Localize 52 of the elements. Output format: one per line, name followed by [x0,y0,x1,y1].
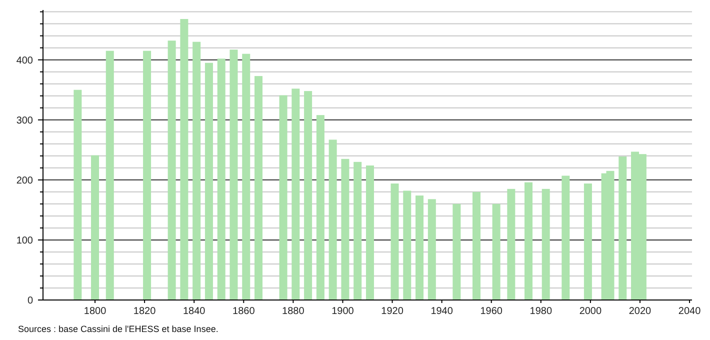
x-tick-label: 1820 [133,306,156,317]
bar [279,95,288,300]
bar [204,62,213,300]
y-tick-label: 100 [16,235,34,246]
bar [472,192,480,300]
bar [542,188,550,300]
bar [328,140,337,300]
bar [292,88,300,300]
x-tick-label: 1980 [530,306,552,317]
bar [254,76,263,300]
x-tick-label: 1960 [480,306,503,317]
bar [354,162,362,300]
y-tick-label: 200 [16,175,34,186]
y-tick-label: 300 [16,115,34,126]
bar [242,54,250,300]
bar [91,155,100,300]
bar [428,199,436,300]
x-tick-label: 2040 [678,306,702,317]
x-tick-label: 1840 [182,306,206,317]
bar [143,50,152,300]
bar [217,58,226,300]
x-tick-label: 1900 [332,306,354,317]
bar [230,50,238,300]
x-tick-label: 2000 [579,306,602,317]
y-tick-label: 0 [27,296,34,306]
bar [492,204,500,300]
bar [192,42,201,300]
bar [304,91,312,300]
bar [618,156,627,300]
bar [507,188,516,300]
bar [524,182,533,300]
y-tick-label: 400 [16,55,34,66]
bar [562,176,570,300]
bar [74,90,82,300]
bar [390,184,399,300]
x-tick-label: 2020 [628,306,652,317]
bar [416,196,424,300]
bar [341,158,350,300]
x-tick-label: 1800 [84,306,107,317]
bar [180,19,188,300]
x-tick-label: 1880 [282,306,305,317]
bar [106,50,114,300]
x-tick-label: 1860 [232,306,256,317]
bar [366,166,374,300]
bar [452,204,461,300]
bar [584,184,592,300]
source-note: Sources : base Cassini de l'EHESS et base Insee. [18,324,218,334]
bar [403,190,412,300]
bar [316,115,324,300]
x-tick-label: 1920 [381,306,404,317]
x-tick-label: 1940 [430,306,454,317]
bar [168,40,176,300]
